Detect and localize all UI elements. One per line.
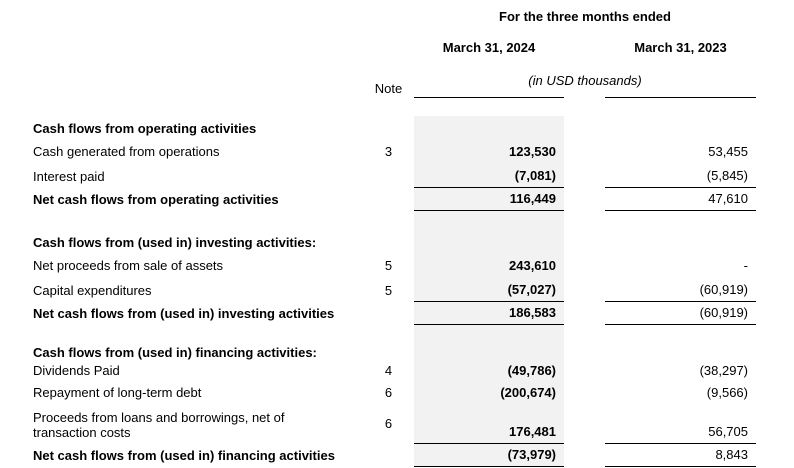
row-label: Cash flows from operating activities — [33, 121, 257, 137]
value-2024: 176,481 — [414, 404, 564, 444]
row-note — [363, 346, 414, 364]
row-label: Net proceeds from sale of assets — [33, 258, 224, 274]
value-2024 — [414, 346, 564, 364]
table-row-section-investing: Cash flows from (used in) investing acti… — [0, 232, 794, 254]
value-2023: 53,455 — [708, 144, 748, 160]
table-row-net-operating: Net cash flows from operating activities… — [0, 188, 794, 211]
column-header-2024: March 31, 2024 — [442, 40, 536, 55]
column-header-2023: March 31, 2023 — [634, 40, 727, 55]
row-label: Net cash flows from operating activities — [33, 192, 279, 208]
value-2023: (60,919) — [605, 277, 756, 302]
value-2023: (9,566) — [706, 385, 748, 401]
row-note — [363, 163, 414, 188]
table-row-dividends-paid: Dividends Paid 4 (49,786) (38,297) — [0, 363, 794, 381]
value-2023: (5,845) — [605, 163, 756, 188]
row-label: Capital expenditures — [33, 283, 152, 299]
value-2023: - — [743, 258, 748, 274]
row-note — [363, 302, 414, 325]
value-2024: 243,610 — [509, 258, 556, 274]
row-note — [363, 116, 414, 140]
period-header: For the three months ended — [499, 9, 671, 24]
current-period-column-highlight — [414, 116, 564, 467]
value-2024: 123,530 — [509, 144, 556, 160]
value-2023: 8,843 — [605, 444, 756, 467]
value-2024: (73,979) — [414, 444, 564, 467]
spacer-row — [0, 211, 794, 232]
statement-body: Cash flows from operating activities Cas… — [0, 116, 794, 467]
value-2023: (38,297) — [699, 363, 748, 378]
value-2024: (57,027) — [414, 277, 564, 302]
table-row-capital-expenditures: Capital expenditures 5 (57,027) (60,919) — [0, 277, 794, 302]
value-2023: 47,610 — [605, 188, 756, 211]
value-2024 — [414, 232, 564, 254]
value-2023 — [605, 232, 756, 254]
row-label: Net cash flows from (used in) financing … — [33, 448, 335, 464]
row-label: Cash generated from operations — [33, 144, 220, 160]
header-rule-2024 — [414, 97, 564, 98]
header-rule-2023 — [605, 97, 756, 98]
row-label: Interest paid — [33, 169, 105, 185]
units-note: (in USD thousands) — [528, 73, 642, 88]
value-2023: 56,705 — [605, 404, 756, 444]
row-note: 4 — [384, 363, 393, 378]
table-row-section-operating: Cash flows from operating activities — [0, 116, 794, 140]
table-row-net-proceeds-assets: Net proceeds from sale of assets 5 243,6… — [0, 254, 794, 277]
row-note: 5 — [384, 283, 393, 299]
spacer-row — [0, 325, 794, 346]
value-2024: (49,786) — [507, 363, 556, 378]
row-note — [363, 444, 414, 467]
row-label: Repayment of long-term debt — [33, 385, 202, 401]
row-label: Cash flows from (used in) financing acti… — [33, 345, 317, 361]
row-note: 6 — [384, 385, 393, 401]
row-note: 3 — [384, 144, 393, 160]
table-row-proceeds-loans: Proceeds from loans and borrowings, net … — [0, 404, 794, 444]
value-2024: 186,583 — [414, 302, 564, 325]
note-column-header: Note — [374, 81, 403, 96]
row-label: Proceeds from loans and borrowings, net … — [33, 410, 285, 441]
row-label: Dividends Paid — [33, 363, 120, 378]
value-2023: (60,919) — [605, 302, 756, 325]
table-row-section-financing: Cash flows from (used in) financing acti… — [0, 345, 794, 364]
table-row-repayment-debt: Repayment of long-term debt 6 (200,674) … — [0, 381, 794, 404]
value-2024 — [414, 116, 564, 140]
row-note — [363, 188, 414, 211]
value-2024: 116,449 — [414, 188, 564, 211]
table-row-cash-generated: Cash generated from operations 3 123,530… — [0, 140, 794, 163]
value-2024: (200,674) — [500, 385, 556, 401]
table-row-interest-paid: Interest paid (7,081) (5,845) — [0, 163, 794, 188]
row-note: 5 — [384, 258, 393, 274]
value-2024: (7,081) — [414, 163, 564, 188]
table-row-net-investing: Net cash flows from (used in) investing … — [0, 302, 794, 325]
row-note: 6 — [384, 415, 393, 431]
value-2023 — [605, 116, 756, 140]
table-row-net-financing: Net cash flows from (used in) financing … — [0, 444, 794, 467]
value-2023 — [605, 346, 756, 364]
row-note — [363, 232, 414, 254]
row-label: Cash flows from (used in) investing acti… — [33, 235, 317, 251]
row-label: Net cash flows from (used in) investing … — [33, 306, 335, 322]
